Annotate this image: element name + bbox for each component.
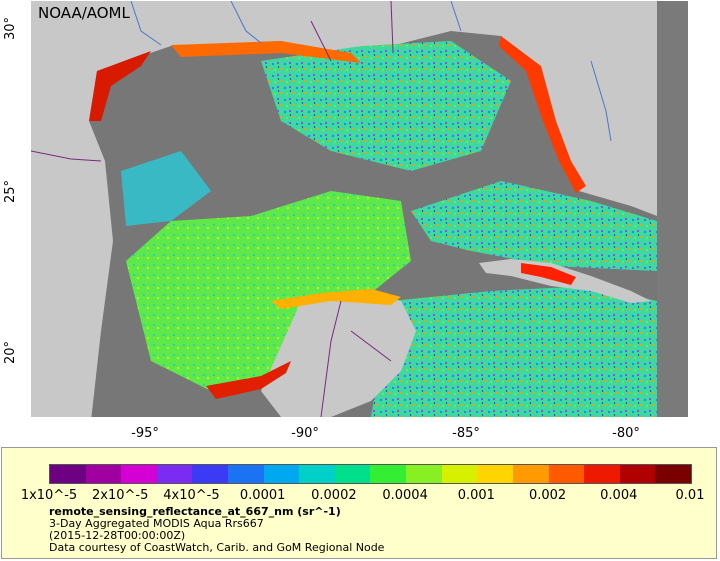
colorbar-segment [299, 465, 335, 483]
map-canvas [31, 1, 688, 417]
variable-label: remote_sensing_reflectance_at_667_nm (sr… [49, 505, 341, 518]
colorbar-segment [121, 465, 157, 483]
coastal-band-veracruz [206, 361, 291, 399]
atlantic-nodata [657, 1, 688, 417]
x-tick-label: -85° [452, 426, 480, 441]
political-borders [31, 1, 394, 417]
map-panel [31, 1, 688, 417]
colorbar-segment [584, 465, 620, 483]
legend-panel: 1x10^-5 2x10^-5 4x10^-5 0.0001 0.0002 0.0004 0… [1, 447, 717, 559]
colorbar-tick-label: 0.001 [457, 488, 495, 503]
colorbar-segment [655, 465, 691, 483]
data-swath-texas [121, 151, 211, 226]
colorbar-segment [441, 465, 478, 483]
colorbar-segment [477, 465, 513, 483]
data-swath-north [261, 41, 511, 171]
colorbar-tick-label: 1x10^-5 [20, 488, 78, 503]
x-tick-label: -90° [291, 426, 319, 441]
colorbar-segment [512, 465, 549, 483]
coastal-band-texas [89, 51, 151, 121]
colorbar-tick-label: 0.0004 [382, 488, 428, 503]
colorbar-segment [334, 465, 371, 483]
x-tick-label: -80° [612, 426, 640, 441]
credit-label: Data courtesy of CoastWatch, Carib. and … [49, 541, 385, 554]
colorbar-segment [263, 465, 300, 483]
y-tick-label: 20° [3, 340, 18, 364]
florida-land [501, 1, 657, 201]
colorbar-tick-label: 0.0002 [311, 488, 357, 503]
colorbar-tick-label: 2x10^-5 [92, 488, 149, 503]
dataset-title: 3-Day Aggregated MODIS Aqua Rrs667 [49, 517, 264, 530]
y-tick-label: 30° [3, 16, 18, 40]
data-swath-east [411, 181, 657, 271]
colorbar [49, 464, 692, 484]
colorbar-segment [85, 465, 122, 483]
colorbar-tick-label: 0.01 [675, 488, 705, 503]
colorbar-segment [156, 465, 193, 483]
coastal-band-louisiana [171, 41, 361, 63]
time-label: (2015-12-28T00:00:00Z) [49, 529, 186, 542]
colorbar-segment [370, 465, 407, 483]
coastal-band-cuba [521, 263, 576, 285]
colorbar-segment [548, 465, 585, 483]
coastal-band-florida [499, 36, 586, 193]
data-swath-west [126, 191, 411, 391]
data-swath-caribbean [371, 286, 657, 417]
colorbar-segment [192, 465, 229, 483]
y-tick-label: 25° [3, 179, 18, 203]
coastal-band-campeche [271, 289, 401, 309]
yucatan-land [261, 291, 416, 417]
colorbar-tick-label: 0.004 [600, 488, 638, 503]
colorbar-tick-label: 4x10^-5 [163, 488, 220, 503]
x-tick-label: -95° [131, 426, 159, 441]
colorbar-segment [406, 465, 442, 483]
rivers [130, 1, 612, 142]
colorbar-segment [619, 465, 656, 483]
colorbar-segment [50, 465, 86, 483]
colorbar-tick-label: 0.0001 [239, 488, 286, 503]
watermark: NOAA/AOML [38, 4, 130, 22]
colorbar-segment [228, 465, 264, 483]
colorbar-tick-label: 0.002 [528, 488, 567, 503]
